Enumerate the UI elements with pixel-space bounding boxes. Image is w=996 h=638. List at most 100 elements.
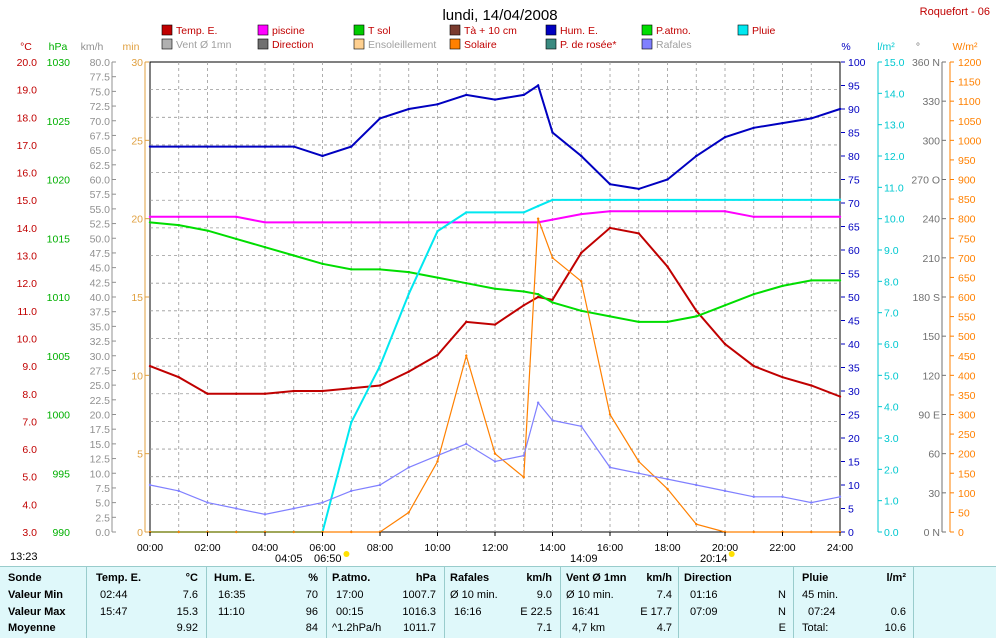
series-line-t-sol: [149, 221, 840, 323]
data-point-temp-e-: [436, 353, 439, 357]
wind-axis-tick: 47.5: [90, 248, 111, 260]
data-point-hum-e-: [321, 154, 324, 158]
data-point-t-sol: [551, 301, 554, 304]
hum-min-time: 16:35: [218, 589, 246, 601]
pluie-total-label: Total:: [802, 622, 829, 634]
hum-axis-tick: 0: [848, 527, 854, 539]
chart-plots: [148, 83, 842, 534]
wind-axis-tick: 62.5: [90, 160, 111, 172]
legend-swatch: [353, 38, 365, 50]
data-point-piscine: [608, 210, 612, 213]
data-point-temp-e-: [522, 304, 525, 307]
hum-avg-value: 84: [305, 622, 318, 634]
pluie-min-time: 45 min.: [802, 589, 839, 601]
press-trend: ^1.2hPa/h: [332, 622, 382, 634]
data-point-t-sol: [695, 315, 698, 318]
legend-swatch: [641, 38, 653, 50]
data-point-t-sol: [752, 293, 755, 296]
x-tick: 24:00: [827, 542, 853, 554]
legend-label: Ensoleillement: [368, 39, 436, 51]
wind-axis-tick: 22.5: [90, 395, 111, 407]
press-axis-tick: 1015: [47, 233, 71, 245]
wind-axis-tick: 27.5: [90, 365, 111, 377]
data-point-rafales: [378, 483, 382, 487]
data-point-hum-e-: [378, 117, 382, 120]
press-min-time: 17:00: [336, 589, 364, 601]
data-point-t-sol: [378, 268, 382, 271]
legend-swatch: [353, 24, 365, 36]
data-point-hum-e-: [666, 178, 669, 181]
series-line-piscine: [150, 210, 840, 224]
x-tick: 22:00: [769, 542, 795, 554]
data-point-piscine: [206, 215, 209, 219]
data-point-hum-e-: [723, 136, 727, 139]
data-point-solaire: [637, 460, 640, 463]
raf-header: Rafales: [450, 572, 490, 584]
x-tick: 20:00: [712, 542, 738, 554]
press-avg-value: 1011.7: [403, 622, 436, 634]
wind-axis-tick: 72.5: [90, 101, 111, 113]
data-point-t-sol: [292, 254, 295, 257]
temp-min-value: 7.6: [182, 589, 198, 601]
wind-axis-tick: 20.0: [90, 410, 111, 422]
press-axis-tick: 1025: [47, 116, 71, 128]
data-point-t-sol: [436, 276, 439, 279]
legend-label: P. de rosée*: [560, 39, 616, 51]
data-point-piscine: [637, 210, 640, 213]
data-point-temp-e-: [695, 309, 698, 313]
data-point-piscine: [292, 221, 295, 224]
chart-title: lundi, 14/04/2008: [442, 7, 557, 24]
data-point-hum-e-: [206, 145, 209, 148]
data-point-rafales: [235, 507, 238, 510]
rain-axis-tick: 7.0: [884, 308, 899, 320]
data-point-solaire: [522, 475, 525, 479]
wind-axis-tick: 37.5: [90, 307, 111, 319]
press-unit: hPa: [49, 41, 68, 53]
solar-axis-tick: 600: [958, 292, 976, 304]
data-point-t-sol: [493, 287, 497, 290]
press-axis-tick: 990: [52, 527, 70, 539]
press-axis-tick: 1020: [47, 175, 71, 187]
solar-axis-tick: 450: [958, 351, 976, 363]
data-point-t-sol: [608, 315, 612, 318]
series-line-solaire: [150, 218, 840, 533]
data-point-hum-e-: [608, 183, 612, 186]
wind-axis-tick: 57.5: [90, 189, 111, 201]
data-point-hum-e-: [637, 187, 640, 191]
data-point-t-sol: [263, 246, 267, 249]
hum-max-value: 96: [305, 606, 318, 618]
data-point-solaire: [695, 522, 698, 526]
data-point-piscine: [781, 215, 784, 219]
data-point-hum-e-: [292, 145, 295, 148]
data-point-rafales: [536, 401, 540, 404]
data-point-hum-e-: [551, 131, 554, 134]
legend-swatch: [641, 24, 653, 36]
data-point-solaire: [810, 530, 813, 534]
chart-axes: 20.0 19.0 18.0 17.0 16.0 15.0 14.0 13.0 12.0 11.0…: [17, 41, 982, 557]
data-point-solaire: [551, 256, 554, 260]
legend-swatch: [449, 38, 461, 50]
data-point-temp-e-: [580, 251, 583, 254]
data-point-hum-e-: [781, 121, 784, 125]
legend-label: Tà + 10 cm: [464, 25, 517, 37]
rain-axis-tick: 2.0: [884, 464, 899, 476]
data-point-hum-e-: [465, 93, 468, 97]
dir-axis-tick: 240: [922, 214, 940, 226]
wind-axis-tick: 32.5: [90, 336, 111, 348]
data-point-solaire: [580, 280, 583, 283]
data-point-hum-e-: [580, 154, 583, 158]
wind-axis-tick: 17.5: [90, 424, 111, 436]
data-point-t-sol: [838, 279, 842, 282]
temp-axis-tick: 15.0: [17, 195, 38, 207]
solar-axis-tick: 950: [958, 155, 976, 167]
legend-swatch: [737, 24, 749, 36]
data-point-solaire: [465, 354, 468, 357]
data-point-piscine: [810, 215, 813, 219]
hum-axis-tick: 85: [848, 128, 860, 140]
hum-axis-tick: 100: [848, 57, 866, 69]
temp-min-time: 02:44: [100, 589, 128, 601]
row-max-label: Valeur Max: [8, 606, 66, 618]
dir-axis-tick: 180 S: [913, 292, 940, 304]
data-point-temp-e-: [321, 389, 324, 393]
data-point-rafales: [551, 419, 554, 422]
